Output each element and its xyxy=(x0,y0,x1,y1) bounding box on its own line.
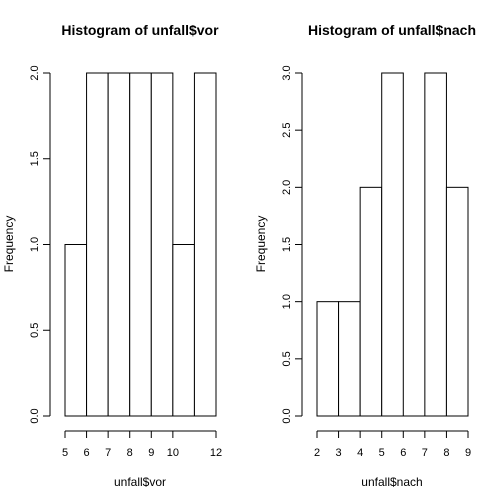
x-axis-label: unfall$vor xyxy=(114,475,166,489)
y-tick-label: 1.5 xyxy=(29,151,41,166)
x-tick-label: 8 xyxy=(443,447,449,459)
x-tick-label: 3 xyxy=(336,447,342,459)
histogram-bar xyxy=(381,72,404,417)
y-tick-label: 0.0 xyxy=(281,408,293,423)
histogram-bar xyxy=(445,186,469,417)
histogram-bar xyxy=(359,186,383,417)
y-tick-label: 3.0 xyxy=(281,65,293,80)
chart-title: Histogram of unfall$vor xyxy=(61,22,219,38)
y-tick-label: 1.5 xyxy=(281,237,293,252)
histogram-bar xyxy=(86,72,109,417)
histogram-bar xyxy=(316,301,340,417)
y-axis: 0.0 0.5 1.0 1.5 2.0 2.5 3.0 xyxy=(281,65,303,424)
x-tick-label: 12 xyxy=(210,447,222,459)
histogram-bar xyxy=(193,72,217,417)
y-tick-label: 0.5 xyxy=(281,351,293,366)
x-tick-label: 6 xyxy=(400,447,406,459)
x-tick-label: 2 xyxy=(314,447,320,459)
y-tick-label: 0.5 xyxy=(29,323,41,338)
x-axis-label: unfall$nach xyxy=(361,475,422,489)
histogram-bar xyxy=(107,72,131,417)
x-tick-label: 8 xyxy=(127,447,133,459)
histogram-panel-vor: Histogram of unfall$vor unfall$vor Frequ… xyxy=(2,22,222,489)
histogram-bar xyxy=(129,72,152,417)
chart-title: Histogram of unfall$nach xyxy=(308,22,476,38)
histogram-bar xyxy=(338,301,361,417)
x-tick-label: 6 xyxy=(84,447,90,459)
bars-group xyxy=(64,72,217,417)
y-tick-label: 0.0 xyxy=(29,408,41,423)
histogram-panel-nach: Histogram of unfall$nach unfall$nach Fre… xyxy=(254,22,476,489)
y-axis-label: Frequency xyxy=(2,216,16,273)
x-tick-label: 7 xyxy=(105,447,111,459)
x-tick-label: 4 xyxy=(357,447,363,459)
bars-group xyxy=(316,72,469,417)
histogram-bar xyxy=(64,244,88,417)
x-tick-label: 7 xyxy=(422,447,428,459)
x-tick-label: 5 xyxy=(379,447,385,459)
x-axis: 5 6 7 8 9 10 12 xyxy=(62,430,222,459)
y-tick-label: 1.0 xyxy=(281,294,293,309)
y-tick-label: 2.0 xyxy=(29,65,41,80)
histogram-bar xyxy=(172,244,195,417)
histogram-bar xyxy=(424,72,447,417)
x-tick-label: 5 xyxy=(62,447,68,459)
y-axis-label: Frequency xyxy=(254,216,268,273)
x-axis: 2 3 4 5 6 7 8 9 xyxy=(314,430,471,459)
y-tick-label: 1.0 xyxy=(29,237,41,252)
x-tick-label: 10 xyxy=(167,447,179,459)
histogram-bar xyxy=(150,72,174,417)
y-tick-label: 2.5 xyxy=(281,123,293,138)
y-tick-label: 2.0 xyxy=(281,180,293,195)
x-tick-label: 9 xyxy=(148,447,154,459)
y-axis: 0.0 0.5 1.0 1.5 2.0 xyxy=(29,65,51,424)
x-tick-label: 9 xyxy=(465,447,471,459)
